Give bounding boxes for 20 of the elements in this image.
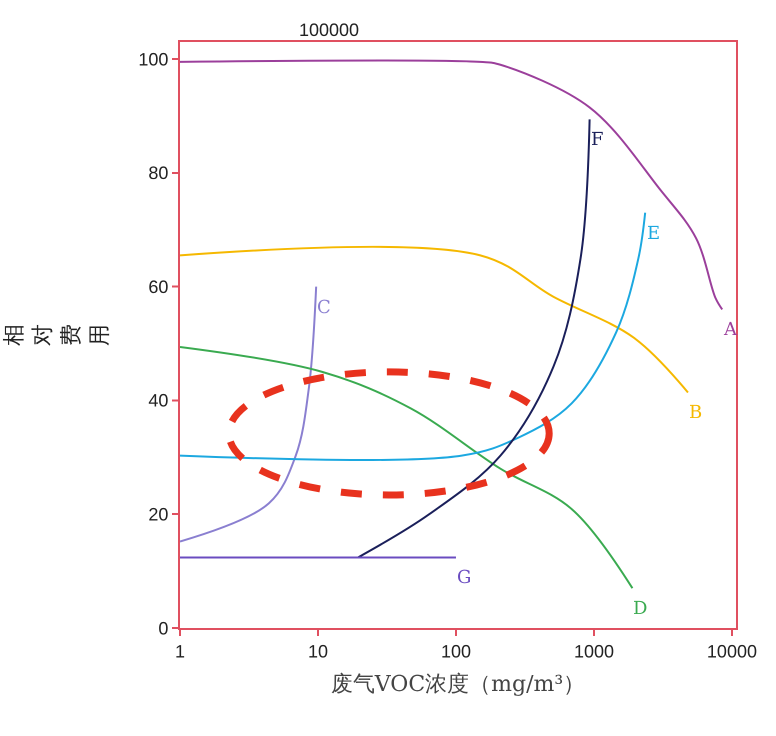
x-axis-title: 废气VOC浓度（mg/m³） xyxy=(330,672,586,697)
y-tick-label: 0 xyxy=(158,618,168,638)
y-tick-label: 40 xyxy=(148,390,168,411)
series-label: E xyxy=(647,223,660,244)
text: 100000 xyxy=(299,20,360,40)
x-tick-label: 10000 xyxy=(706,642,757,662)
x-tick-label: 10 xyxy=(308,642,328,662)
y-tick-label: 60 xyxy=(148,276,168,297)
x-tick-label: 100 xyxy=(440,642,471,662)
x-tick-label: 1000 xyxy=(574,642,614,662)
series-label: G xyxy=(457,567,472,588)
y-tick-label: 100 xyxy=(138,49,168,70)
y-tick-label: 20 xyxy=(148,504,168,525)
series-label: D xyxy=(633,598,648,619)
x-tick-label: 1 xyxy=(174,642,186,662)
y-tick-label: 80 xyxy=(148,163,168,184)
series-label: C xyxy=(317,297,331,318)
series-label: F xyxy=(591,129,604,150)
y-axis-title: 相对费用 xyxy=(2,324,113,346)
series-label: B xyxy=(689,402,702,423)
